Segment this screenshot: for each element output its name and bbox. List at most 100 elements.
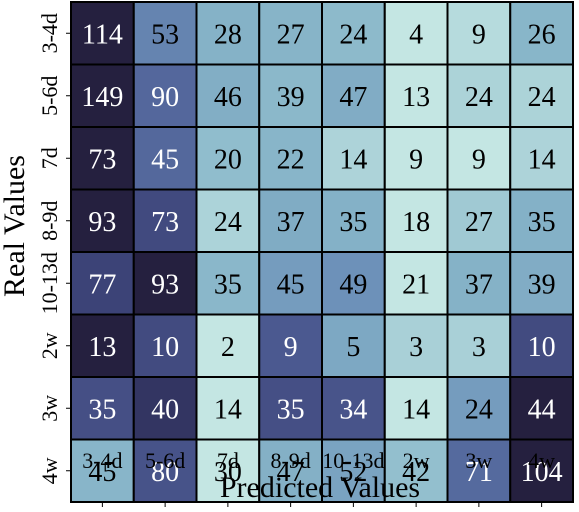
cell-value-label: 53 — [151, 19, 179, 50]
heatmap-cell — [70, 376, 135, 441]
cell-value-label: 20 — [214, 144, 242, 175]
heatmap-cell — [509, 1, 574, 66]
cell-value-label: 42 — [402, 457, 430, 488]
cell-value-label: 27 — [465, 207, 493, 238]
heatmap-cell — [383, 1, 449, 66]
y-tick-label: 2w — [37, 332, 62, 359]
cell-value-label: 90 — [151, 82, 179, 113]
cell-value-label: 18 — [402, 207, 430, 238]
heatmap-cell — [258, 251, 323, 316]
cell-value-label: 24 — [465, 82, 493, 113]
cell-value-label: 104 — [521, 457, 563, 488]
cell-value-label: 45 — [88, 457, 116, 488]
cell-value-label: 9 — [472, 144, 486, 175]
heatmap-cell — [195, 188, 261, 253]
cell-value-label: 13 — [88, 332, 116, 363]
cell-value-label: 35 — [339, 207, 367, 238]
cell-value-label: 149 — [81, 82, 123, 113]
cell-value-label: 80 — [151, 457, 179, 488]
cell-value-label: 27 — [277, 19, 305, 50]
cell-value-label: 26 — [528, 19, 556, 50]
cell-value-label: 46 — [214, 82, 242, 113]
cell-value-label: 37 — [465, 269, 493, 300]
cell-value-label: 45 — [151, 144, 179, 175]
cell-value-label: 40 — [151, 394, 179, 425]
heatmap-cell — [258, 126, 323, 191]
heatmap-cell — [321, 313, 386, 378]
cell-value-label: 93 — [151, 269, 179, 300]
cell-value-label: 35 — [277, 394, 305, 425]
cell-value-label: 3 — [409, 332, 423, 363]
heatmap-cell — [321, 188, 386, 253]
x-axis-label: Predicted Values — [220, 471, 420, 504]
cell-value-label: 35 — [88, 394, 116, 425]
cell-value-label: 45 — [277, 269, 305, 300]
x-tick-label: 3-4d — [82, 448, 122, 473]
heatmap-cell — [195, 376, 261, 441]
cell-value-label: 30 — [214, 457, 242, 488]
cell-value-label: 4 — [409, 19, 423, 50]
cell-value-label: 9 — [472, 19, 486, 50]
cell-value-label: 93 — [88, 207, 116, 238]
cell-value-label: 3 — [472, 332, 486, 363]
cell-value-label: 5 — [346, 332, 360, 363]
cell-value-label: 9 — [409, 144, 423, 175]
heatmap-cell — [509, 126, 574, 191]
cell-value-label: 14 — [214, 394, 242, 425]
heatmap-cell — [321, 251, 386, 316]
y-tick-label: 4w — [37, 457, 62, 484]
cell-value-label: 52 — [339, 457, 367, 488]
heatmap-cell — [258, 63, 323, 128]
heatmap-cell — [383, 376, 449, 441]
heatmap-cell — [321, 376, 386, 441]
cell-value-label: 21 — [402, 269, 430, 300]
cell-value-label: 24 — [214, 207, 242, 238]
heatmap-cell — [383, 313, 449, 378]
cell-value-label: 2 — [221, 332, 235, 363]
heatmap-cell — [446, 126, 512, 191]
cell-value-label: 24 — [528, 82, 556, 113]
cell-value-label: 47 — [339, 82, 367, 113]
cell-value-label: 44 — [528, 394, 556, 425]
heatmap-cell — [446, 188, 512, 253]
cell-value-label: 13 — [402, 82, 430, 113]
heatmap-cell — [132, 313, 198, 378]
cell-value-label: 77 — [88, 269, 116, 300]
cell-value-label: 14 — [339, 144, 367, 175]
x-tick-label: 5-6d — [145, 448, 185, 473]
cell-value-label: 73 — [151, 207, 179, 238]
heatmap-cell — [509, 63, 574, 128]
cell-value-label: 37 — [277, 207, 305, 238]
x-tick-label: 3w — [465, 448, 492, 473]
cell-value-label: 10 — [151, 332, 179, 363]
heatmap-cell — [321, 126, 386, 191]
heatmap-cell — [446, 438, 512, 503]
y-tick-label: 3w — [37, 395, 62, 422]
y-tick-label: 7d — [37, 147, 62, 169]
y-tick-label: 3-4d — [37, 13, 62, 53]
cell-value-label: 39 — [277, 82, 305, 113]
heatmap-cell — [509, 376, 574, 441]
cell-value-label: 39 — [528, 269, 556, 300]
cell-value-label: 22 — [277, 144, 305, 175]
x-tick-label: 7d — [217, 448, 239, 473]
cell-value-label: 28 — [214, 19, 242, 50]
cell-value-label: 24 — [465, 394, 493, 425]
heatmap-cell — [446, 376, 512, 441]
heatmap-cell — [132, 63, 198, 128]
heatmap-cell — [383, 438, 449, 503]
heatmap-cell — [195, 126, 261, 191]
x-tick-label: 10-13d — [322, 448, 384, 473]
heatmap-cell — [132, 438, 198, 503]
cell-value-label: 14 — [528, 144, 556, 175]
cell-value-label: 24 — [339, 19, 367, 50]
heatmap-cell — [509, 438, 574, 503]
x-tick-label: 4w — [528, 448, 555, 473]
heatmap-cell — [132, 1, 198, 66]
y-axis-label: Real Values — [0, 155, 31, 297]
y-tick-label: 8-9d — [37, 201, 62, 241]
y-axis-ticks: 3-4d 5-6d 7d 8-9d 10-13d 2w 3w 4w — [37, 13, 71, 484]
x-tick-label: 8-9d — [270, 448, 310, 473]
cell-value-label: 73 — [88, 144, 116, 175]
